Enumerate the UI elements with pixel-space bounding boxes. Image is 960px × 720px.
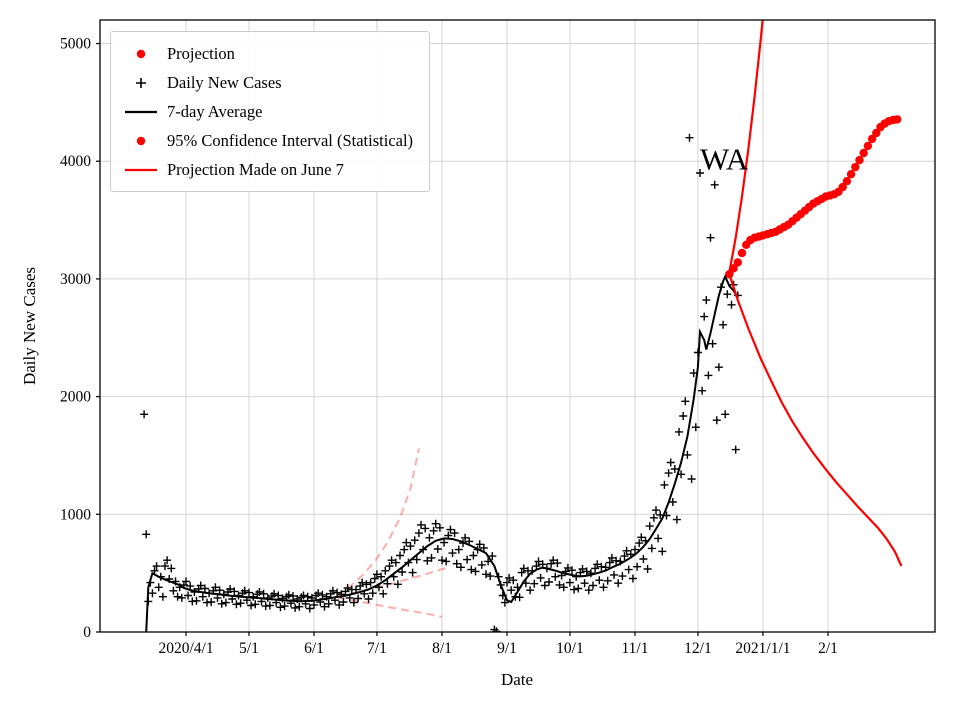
x-tick-label: 8/1 bbox=[432, 640, 452, 657]
ci-upper-line bbox=[728, 20, 764, 273]
legend-item-7day-average: 7-day Average bbox=[119, 97, 413, 126]
ci-lower-line bbox=[728, 273, 903, 567]
plot-border bbox=[99, 19, 936, 633]
seven-day-average-line bbox=[145, 274, 737, 632]
legend-label: Projection bbox=[167, 43, 235, 63]
legend-label: Daily New Cases bbox=[167, 72, 282, 92]
june7-projection-line bbox=[336, 596, 443, 618]
x-tick-label: 11/1 bbox=[621, 640, 648, 657]
projection-dots bbox=[725, 115, 902, 279]
legend-item-june7-projection: Projection Made on June 7 bbox=[119, 155, 413, 184]
y-tick-label: 2000 bbox=[60, 389, 91, 406]
legend-item-confidence-interval: 95% Confidence Interval (Statistical) bbox=[119, 126, 413, 155]
x-axis-label: Date bbox=[500, 670, 534, 689]
x-tick-label: 6/1 bbox=[304, 640, 324, 657]
y-axis-label: Daily New Cases bbox=[20, 266, 39, 386]
x-tick-label: 10/1 bbox=[556, 640, 584, 657]
legend: Projection Daily New Cases 7-day Average… bbox=[110, 31, 431, 192]
y-tick-label: 4000 bbox=[60, 153, 91, 170]
black-line-icon bbox=[119, 105, 163, 119]
y-tick-label: 0 bbox=[83, 624, 91, 641]
projection-dot-icon bbox=[119, 47, 163, 61]
plus-marker-icon bbox=[119, 76, 163, 90]
y-tick-label: 1000 bbox=[60, 506, 91, 523]
x-tick-label: 2021/1/1 bbox=[735, 640, 790, 657]
y-tick-label: 3000 bbox=[60, 271, 91, 288]
axis-ticks: 2020/4/1 5/1 6/1 7/1 8/1 9/1 10/1 11/1 12/1 2021/… bbox=[60, 36, 838, 657]
x-tick-label: 2020/4/1 bbox=[158, 640, 213, 657]
legend-label: 7-day Average bbox=[167, 101, 263, 121]
ci-dot-icon bbox=[119, 134, 163, 148]
state-annotation: WA bbox=[700, 142, 749, 177]
june7-projection-line bbox=[336, 448, 420, 597]
x-tick-label: 2/1 bbox=[818, 640, 838, 657]
y-tick-label: 5000 bbox=[60, 36, 91, 53]
legend-label: 95% Confidence Interval (Statistical) bbox=[167, 130, 414, 150]
june7-projection-line bbox=[336, 566, 447, 598]
daily-cases-scatter bbox=[140, 133, 742, 632]
legend-item-projection: Projection bbox=[119, 39, 413, 68]
x-tick-label: 7/1 bbox=[367, 640, 387, 657]
plot-series bbox=[140, 20, 903, 632]
x-tick-label: 12/1 bbox=[684, 640, 712, 657]
legend-label: Projection Made on June 7 bbox=[167, 159, 344, 179]
legend-item-daily-new-cases: Daily New Cases bbox=[119, 68, 413, 97]
red-line-icon bbox=[119, 163, 163, 177]
x-tick-label: 9/1 bbox=[497, 640, 517, 657]
x-tick-label: 5/1 bbox=[239, 640, 259, 657]
